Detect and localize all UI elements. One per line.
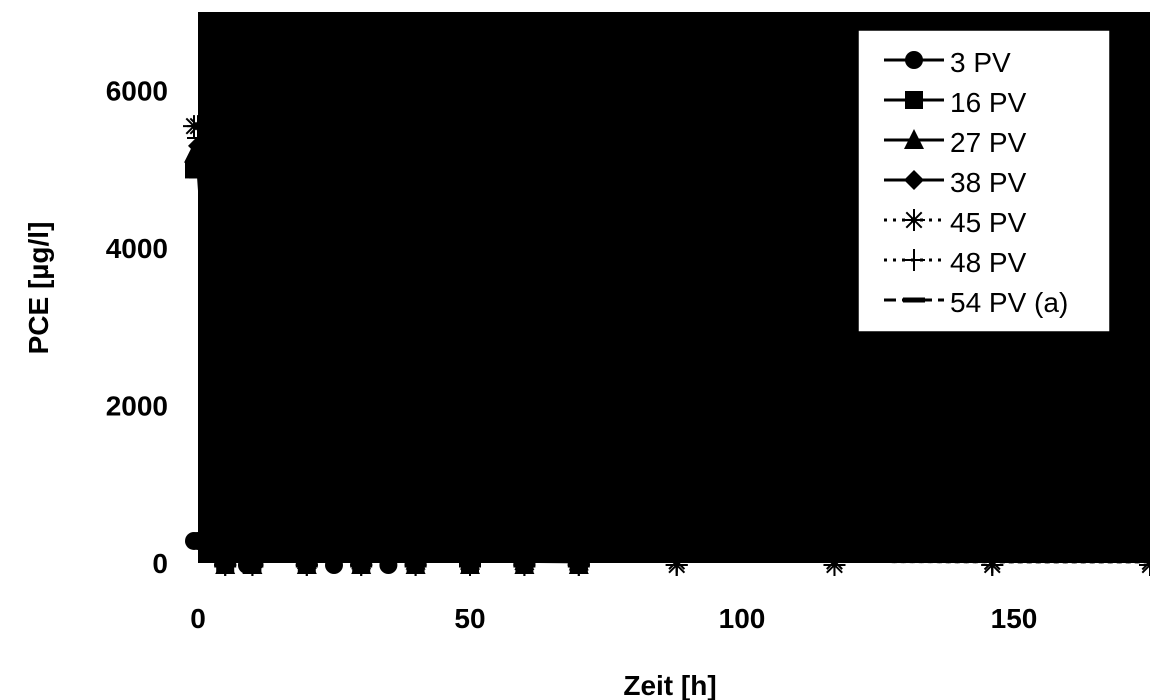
legend-marker: [903, 249, 925, 271]
y-tick-label: 4000: [106, 233, 168, 264]
legend-item-16-pv: 16 PV: [884, 87, 1027, 118]
legend-marker: [904, 170, 924, 190]
x-tick-label: 100: [719, 603, 766, 634]
legend-label: 3 PV: [950, 47, 1011, 78]
data-point: [981, 554, 1004, 576]
x-tick-label: 0: [190, 603, 206, 634]
x-axis-title: Zeit [h]: [623, 670, 716, 700]
legend-label: 38 PV: [950, 167, 1027, 198]
x-tick-label: 50: [454, 603, 485, 634]
legend-marker: [904, 129, 924, 149]
axis-layer: 0 2000 4000 6000 0 50 100 150: [106, 76, 1038, 634]
legend-label: 48 PV: [950, 247, 1027, 278]
data-point: [1139, 550, 1150, 573]
legend-item-54-pv-a: 54 PV (a): [884, 287, 1068, 318]
baseline-markers: [183, 115, 1150, 576]
legend-marker: [905, 51, 923, 69]
legend-label: 54 PV (a): [950, 287, 1068, 318]
x-tick-label: 150: [991, 603, 1038, 634]
legend-label: 27 PV: [950, 127, 1027, 158]
data-point: [184, 142, 204, 163]
legend-item-45-pv: 45 PV: [884, 207, 1027, 238]
data-point: [823, 554, 846, 576]
legend-item-27-pv: 27 PV: [884, 127, 1027, 158]
data-point: [379, 556, 398, 574]
legend-items: 3 PV 16 PV 27 PV 38 PV 45 PV 48 PV 54 PV (a): [884, 47, 1068, 318]
data-point: [183, 115, 205, 138]
legend-label: 16 PV: [950, 87, 1027, 118]
y-axis-title: PCE [µg/l]: [23, 222, 54, 355]
legend: 3 PV 16 PV 27 PV 38 PV 45 PV 48 PV 54 PV (a): [857, 29, 1111, 333]
legend-label: 45 PV: [950, 207, 1027, 238]
y-tick-label: 6000: [106, 76, 168, 107]
legend-item-38-pv: 38 PV: [884, 167, 1027, 198]
data-point: [1139, 554, 1150, 576]
data-point: [185, 531, 203, 550]
legend-item-3-pv: 3 PV: [884, 47, 1011, 78]
data-point: [665, 554, 688, 576]
y-tick-label: 2000: [106, 391, 168, 422]
legend-item-48-pv: 48 PV: [884, 247, 1027, 278]
legend-marker: [903, 209, 925, 231]
series-layer: [183, 115, 1150, 576]
y-tick-label: 0: [152, 548, 168, 579]
data-point: [325, 556, 343, 574]
legend-marker: [905, 91, 923, 109]
data-point: [185, 160, 203, 179]
